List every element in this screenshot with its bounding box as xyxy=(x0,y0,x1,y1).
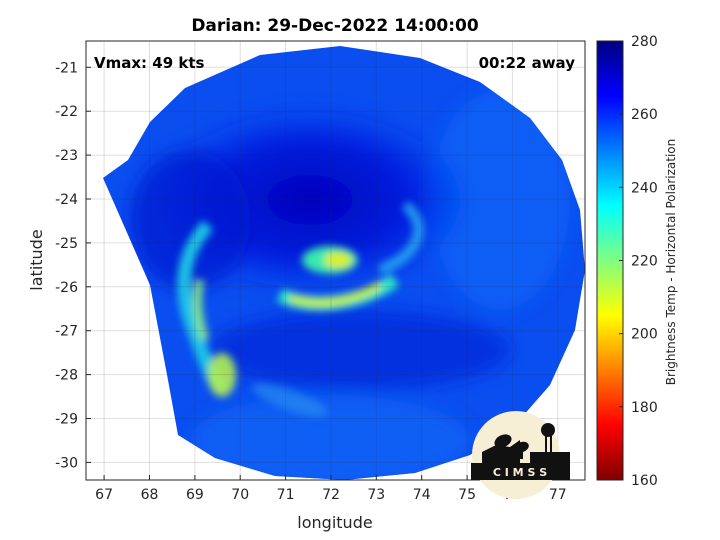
bright-region-east xyxy=(430,90,570,310)
y-tick-label: -28 xyxy=(55,368,78,384)
y-tick-label: -24 xyxy=(55,192,78,208)
swath xyxy=(103,46,585,480)
y-tick-label: -26 xyxy=(55,280,78,296)
colorbar: 160 180 200 220 240 260 280 Brightness Temp - … xyxy=(596,34,678,489)
x-tick-label: 69 xyxy=(186,487,204,503)
x-tick-label: 70 xyxy=(231,487,249,503)
x-tick-label: 72 xyxy=(322,487,340,503)
colorbar-tick-label: 200 xyxy=(631,327,658,343)
colorbar-tick-label: 220 xyxy=(631,254,658,270)
x-tick-label: 68 xyxy=(141,487,159,503)
outer-rainband xyxy=(177,220,227,394)
x-tick-label: 74 xyxy=(413,487,431,503)
y-tick-label: -23 xyxy=(55,148,78,164)
plot-border xyxy=(85,40,586,481)
southwest-streak xyxy=(252,383,328,417)
y-tick-labels: -21 -22 -23 -24 -25 -26 -27 -28 -29 -30 xyxy=(55,60,78,471)
outer-rainband-core xyxy=(193,278,210,342)
colorbar-ticks: 160 180 200 220 240 260 280 xyxy=(619,34,658,489)
cimss-logo: C I M S S xyxy=(471,411,570,499)
logo-banner xyxy=(471,463,570,480)
vmax-annotation: Vmax: 49 kts xyxy=(94,54,204,72)
cold-arc-west xyxy=(130,150,250,290)
colorbar-tick-label: 160 xyxy=(631,473,658,489)
x-tick-label: 75 xyxy=(458,487,476,503)
bright-region-south xyxy=(190,395,470,480)
y-tick-label: -29 xyxy=(55,412,78,428)
logo-silhouette xyxy=(482,423,570,463)
y-tick-label: -27 xyxy=(55,324,78,340)
y-tick-label: -30 xyxy=(55,455,78,471)
logo-text: C I M S S xyxy=(493,466,547,479)
y-tick-label: -21 xyxy=(55,60,78,76)
chart-title: Darian: 29-Dec-2022 14:00:00 xyxy=(191,16,479,36)
y-tick-label: -22 xyxy=(55,104,78,120)
x-axis-label: longitude xyxy=(297,513,372,532)
inner-band-core xyxy=(288,281,383,307)
colorbar-tick-label: 260 xyxy=(631,107,658,123)
x-tick-label: 67 xyxy=(95,487,113,503)
x-tick-label: 77 xyxy=(549,487,567,503)
cold-arc-south xyxy=(210,310,510,390)
eyewall-arc xyxy=(378,201,424,275)
x-tick-label: 71 xyxy=(277,487,295,503)
colorbar-label: Brightness Temp - Horizontal Polarizatio… xyxy=(664,139,678,386)
y-axis-label: latitude xyxy=(27,229,46,290)
colorbar-tick-label: 280 xyxy=(631,34,658,50)
colorbar-tick-label: 180 xyxy=(631,400,658,416)
x-tick-label: 73 xyxy=(367,487,385,503)
colorbar-tick-label: 240 xyxy=(631,180,658,196)
y-tick-label: -25 xyxy=(55,236,78,252)
center-feature-core xyxy=(324,252,352,268)
outer-rainband-tail xyxy=(208,353,236,397)
time-offset-annotation: 00:22 away xyxy=(479,54,576,72)
